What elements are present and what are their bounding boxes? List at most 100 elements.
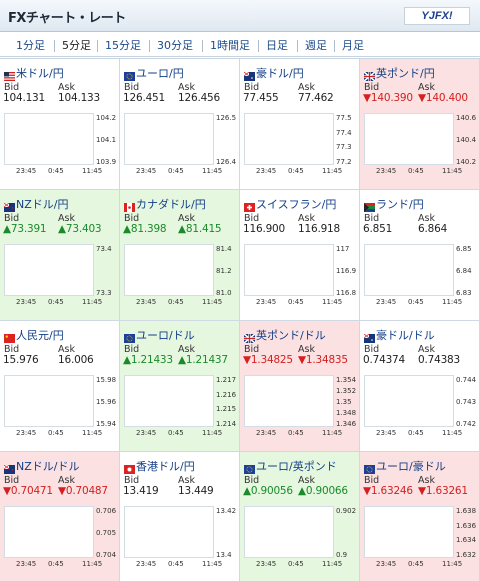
pair-name-link[interactable]: 豪ドル/ドル [376,329,435,342]
x-tick-label: 0:45 [288,167,304,175]
candlestick-chart [365,245,453,295]
yjfx-logo[interactable]: YJFX! [404,7,470,25]
rate-card[interactable]: 香港ドル/円 Bid Ask 13.419 13.449 13.42 13.4 23:45 0:… [120,452,240,581]
price-chart[interactable] [124,244,214,296]
candlestick-chart [125,507,213,557]
bid-label: Bid [124,344,140,355]
y-tick-label: 1.636 [456,521,477,530]
tab-4[interactable]: 1時間足 [210,39,250,52]
pair-name-link[interactable]: 香港ドル/円 [136,460,195,473]
price-chart[interactable] [244,375,334,427]
pair-name-link[interactable]: ユーロ/円 [136,67,184,80]
price-chart[interactable] [4,375,94,427]
x-tick-label: 23:45 [136,560,157,568]
price-chart[interactable] [364,375,454,427]
price-chart[interactable] [124,375,214,427]
candlestick-chart [245,507,333,557]
pair-name-link[interactable]: ランド/円 [376,198,424,211]
pair-name-link[interactable]: 豪ドル/円 [256,67,304,80]
x-tick-label: 11:45 [442,298,463,306]
rate-card[interactable]: NZドル/ドル Bid Ask ▼0.70471 ▼0.70487 0.706 0.705 0… [0,452,120,581]
rate-card[interactable]: ユーロ/円 Bid Ask 126.451 126.456 126.5 126.4 23:45… [120,59,240,190]
tab-5[interactable]: 日足 [266,39,288,52]
bid-label: Bid [244,475,260,486]
x-tick-label: 11:45 [322,298,343,306]
price-chart[interactable] [4,244,94,296]
pair-name-link[interactable]: ユーロ/英ポンド [256,460,337,473]
price-chart[interactable] [244,506,334,558]
bid-label: Bid [244,344,260,355]
y-tick-label: 1.215 [216,405,237,414]
x-tick-label: 11:45 [82,429,103,437]
pair-name-link[interactable]: 人民元/円 [16,329,64,342]
x-tick-label: 0:45 [168,560,184,568]
price-chart[interactable] [364,113,454,165]
ask-label: Ask [418,344,435,355]
rate-card[interactable]: 米ドル/円 Bid Ask 104.131 104.133 104.2 104.1 103.9… [0,59,120,190]
rate-card[interactable]: 英ポンド/ドル Bid Ask ▼1.34825 ▼1.34835 1.354 1.352 1… [240,321,360,452]
candlestick-chart [245,376,333,426]
y-tick-label: 1.348 [336,409,357,417]
bid-value: 77.455 [243,92,279,104]
pair-name-link[interactable]: NZドル/円 [16,198,69,211]
price-chart[interactable] [364,506,454,558]
rate-card[interactable]: 英ポンド/円 Bid Ask ▼140.390 ▼140.400 140.6 140.4 14… [360,59,480,190]
tab-2[interactable]: 15分足 [105,39,141,52]
y-tick-label: 77.2 [336,158,352,166]
x-tick-label: 0:45 [48,167,64,175]
y-tick-label: 1.35 [336,398,352,406]
rate-card[interactable]: ユーロ/英ポンド Bid Ask ▲0.90056 ▲0.90066 0.902 0.9 23… [240,452,360,581]
eu-flag-icon [244,459,329,507]
y-tick-label: 1.352 [336,387,357,395]
ask-label: Ask [178,213,195,224]
y-tick-label: 140.2 [456,158,477,166]
pair-name-link[interactable]: ユーロ/ドル [136,329,195,342]
x-tick-label: 23:45 [256,429,277,437]
rate-card[interactable]: カナダドル/円 Bid Ask ▲81.398 ▲81.415 81.4 81.2 81.0 2… [120,190,240,321]
au-flag-icon [363,328,449,372]
tab-3[interactable]: 30分足 [157,39,193,52]
rate-card[interactable]: ユーロ/豪ドル Bid Ask ▼1.63246 ▼1.63261 1.638 1.636 1… [360,452,480,581]
tab-1[interactable]: 5分足 [62,39,91,52]
rate-card[interactable]: 豪ドル/ドル Bid Ask 0.74374 0.74383 0.744 0.743 0.74… [360,321,480,452]
pair-name-link[interactable]: 英ポンド/ドル [256,329,326,342]
y-tick-label: 77.5 [336,114,352,122]
price-chart[interactable] [244,244,334,296]
rate-card[interactable]: 人民元/円 Bid Ask 15.976 16.006 15.98 15.96 15.94 23… [0,321,120,452]
x-tick-label: 11:45 [82,560,103,568]
pair-name-link[interactable]: 英ポンド/円 [376,67,435,80]
ask-value: 6.864 [418,223,448,235]
pair-name-link[interactable]: ユーロ/豪ドル [376,460,446,473]
rate-card[interactable]: スイスフラン/円 Bid Ask 116.900 116.918 117 116.9 116.… [240,190,360,321]
price-chart[interactable] [124,506,214,558]
rate-card[interactable]: 豪ドル/円 Bid Ask 77.455 77.462 77.5 77.4 77.3 77.2 2… [240,59,360,190]
bid-value: 13.419 [123,485,159,497]
y-tick-label: 1.632 [456,551,477,559]
price-chart[interactable] [4,113,94,165]
ca-flag-icon [124,197,209,248]
ask-label: Ask [298,213,315,224]
pair-name-link[interactable]: 米ドル/円 [16,67,64,80]
pair-name-link[interactable]: NZドル/ドル [16,460,80,473]
price-chart[interactable] [124,113,214,165]
price-chart[interactable] [244,113,334,165]
ask-value: ▼140.400 [418,92,468,104]
tab-7[interactable]: 月足 [342,39,364,52]
tab-0[interactable]: 1分足 [16,39,45,52]
rate-card[interactable]: ユーロ/ドル Bid Ask ▲1.21433 ▲1.21437 1.217 1.216 1.… [120,321,240,452]
rate-grid: 米ドル/円 Bid Ask 104.131 104.133 104.2 104.1 103.9… [0,58,480,581]
rate-card[interactable]: ランド/円 Bid Ask 6.851 6.864 6.85 6.84 6.83 23:45 0:… [360,190,480,321]
pair-name-link[interactable]: スイスフラン/円 [256,198,337,211]
ask-label: Ask [58,475,75,486]
rate-card[interactable]: NZドル/円 Bid Ask ▲73.391 ▲73.403 73.4 73.3 23:45 0… [0,190,120,321]
price-chart[interactable] [4,506,94,558]
y-tick-label: 6.85 [456,245,472,253]
pair-name-link[interactable]: カナダドル/円 [136,198,206,211]
cn-flag-icon [4,328,89,377]
ask-value: 13.449 [178,485,214,497]
y-tick-label: 73.3 [96,289,112,297]
x-tick-label: 23:45 [256,560,277,568]
price-chart[interactable] [364,244,454,296]
candlestick-chart [125,245,213,295]
tab-6[interactable]: 週足 [305,39,327,52]
